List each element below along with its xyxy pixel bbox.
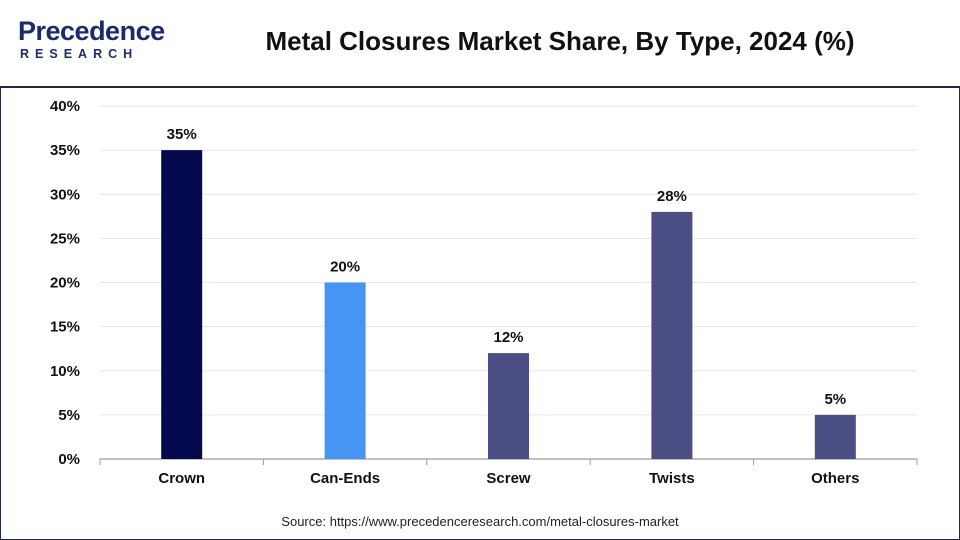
- precedence-research-logo: Precedence RESEARCH: [18, 16, 168, 66]
- bar-screw: [488, 353, 529, 459]
- bar-crown: [161, 150, 203, 459]
- data-label: 28%: [657, 188, 687, 205]
- data-label: 35%: [167, 126, 197, 143]
- y-tick-label: 5%: [58, 407, 80, 424]
- x-tick-label: Crown: [158, 470, 205, 487]
- bar-twists: [651, 211, 693, 459]
- data-label: 20%: [330, 259, 360, 276]
- header: Precedence RESEARCH Metal Closures Marke…: [0, 0, 960, 88]
- y-tick-label: 30%: [50, 186, 80, 203]
- x-tick-label: Twists: [649, 470, 695, 487]
- data-label: 12%: [493, 329, 523, 346]
- y-tick-label: 10%: [50, 363, 80, 380]
- data-label: 5%: [824, 391, 846, 408]
- bar-can-ends: [324, 282, 366, 459]
- y-tick-label: 0%: [58, 451, 80, 468]
- y-tick-label: 35%: [50, 142, 80, 159]
- x-tick-label: Can-Ends: [310, 470, 380, 487]
- bar-others: [814, 414, 856, 459]
- logo-wordmark: Precedence: [18, 16, 165, 46]
- x-tick-label: Screw: [486, 470, 531, 487]
- y-tick-label: 15%: [50, 319, 80, 336]
- header-divider: [0, 86, 960, 88]
- y-tick-label: 25%: [50, 230, 80, 247]
- source-note: Source: https://www.precedenceresearch.c…: [281, 514, 679, 529]
- y-tick-label: 20%: [50, 275, 80, 292]
- bar-chart: 0% 5% 10% 15% 20% 25% 30% 35% 40% 35% Crown 20% Can-…: [50, 98, 918, 487]
- x-tick-label: Others: [811, 470, 859, 487]
- chart-title: Metal Closures Market Share, By Type, 20…: [265, 26, 855, 56]
- y-tick-label: 40%: [50, 98, 80, 115]
- logo-subtitle: RESEARCH: [20, 47, 139, 61]
